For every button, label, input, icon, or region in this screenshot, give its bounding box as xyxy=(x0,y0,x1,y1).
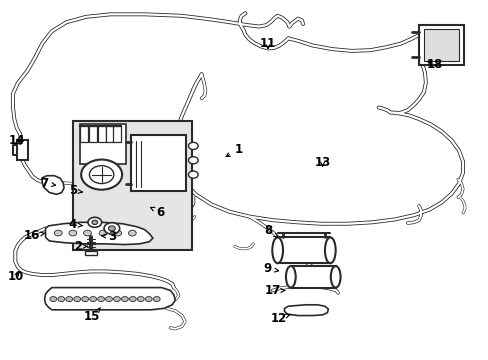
Circle shape xyxy=(188,157,198,164)
Text: 14: 14 xyxy=(9,134,25,147)
Circle shape xyxy=(69,230,77,236)
Circle shape xyxy=(81,159,122,190)
Circle shape xyxy=(54,230,62,236)
Ellipse shape xyxy=(272,237,283,263)
Circle shape xyxy=(89,166,114,184)
Circle shape xyxy=(88,217,102,227)
Text: 2: 2 xyxy=(74,240,87,253)
Circle shape xyxy=(89,297,96,302)
Ellipse shape xyxy=(330,266,340,288)
Circle shape xyxy=(145,297,152,302)
Text: 6: 6 xyxy=(150,206,164,219)
Text: 10: 10 xyxy=(7,270,23,283)
Text: 8: 8 xyxy=(263,224,277,237)
Text: 12: 12 xyxy=(270,311,289,325)
Circle shape xyxy=(58,297,64,302)
Bar xyxy=(89,126,97,142)
Bar xyxy=(80,125,126,164)
Circle shape xyxy=(99,230,107,236)
Bar xyxy=(80,126,88,142)
Bar xyxy=(98,126,105,142)
Bar xyxy=(131,135,185,191)
Circle shape xyxy=(98,297,104,302)
Ellipse shape xyxy=(285,266,295,288)
Text: 13: 13 xyxy=(314,156,330,169)
Text: 5: 5 xyxy=(69,184,82,197)
Circle shape xyxy=(104,223,120,234)
Circle shape xyxy=(153,297,160,302)
Text: 1: 1 xyxy=(225,143,242,157)
Polygon shape xyxy=(45,222,153,244)
Polygon shape xyxy=(42,176,64,194)
Text: 9: 9 xyxy=(263,262,278,275)
Circle shape xyxy=(129,297,136,302)
Circle shape xyxy=(188,142,198,149)
Text: 11: 11 xyxy=(259,37,275,50)
Circle shape xyxy=(81,297,88,302)
Bar xyxy=(113,126,121,142)
Circle shape xyxy=(92,220,98,225)
Bar xyxy=(73,121,192,250)
Circle shape xyxy=(66,297,73,302)
Bar xyxy=(290,266,335,288)
Bar xyxy=(17,140,27,159)
Polygon shape xyxy=(284,305,328,316)
Circle shape xyxy=(74,297,81,302)
Text: 17: 17 xyxy=(264,284,284,297)
Bar xyxy=(85,251,97,255)
Text: 15: 15 xyxy=(84,308,101,324)
Circle shape xyxy=(83,230,91,236)
Bar xyxy=(423,29,458,61)
Bar xyxy=(418,25,463,64)
Text: 16: 16 xyxy=(23,229,45,242)
Circle shape xyxy=(113,297,120,302)
Bar xyxy=(277,237,330,263)
Circle shape xyxy=(128,230,136,236)
Circle shape xyxy=(108,226,115,231)
Circle shape xyxy=(121,297,128,302)
Circle shape xyxy=(50,297,57,302)
Text: 4: 4 xyxy=(69,218,82,231)
Text: 3: 3 xyxy=(102,230,116,243)
Circle shape xyxy=(137,297,144,302)
Circle shape xyxy=(105,297,112,302)
Bar xyxy=(106,126,114,142)
Text: 18: 18 xyxy=(426,58,442,71)
Circle shape xyxy=(114,230,122,236)
Polygon shape xyxy=(44,288,175,310)
Circle shape xyxy=(188,171,198,178)
Ellipse shape xyxy=(325,237,335,263)
Text: 7: 7 xyxy=(41,177,56,190)
